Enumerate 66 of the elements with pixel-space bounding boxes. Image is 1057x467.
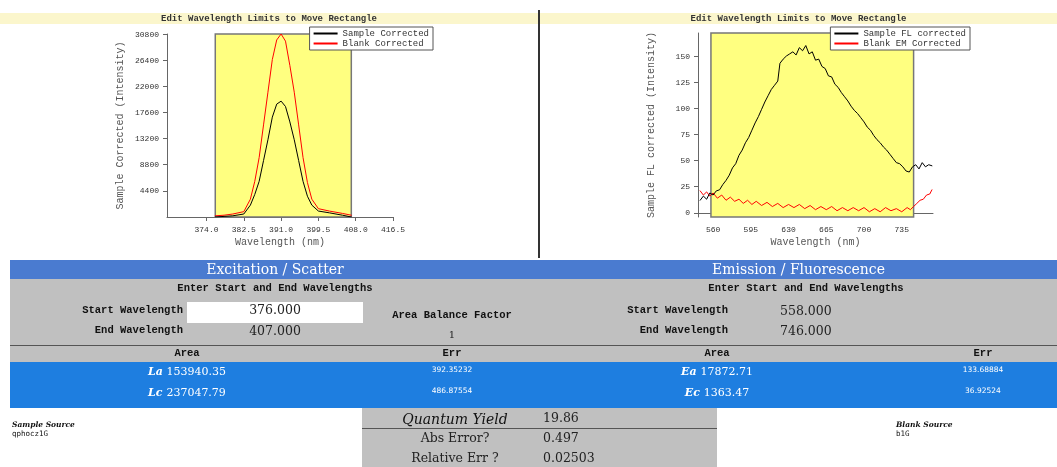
text: 407.000: [249, 323, 301, 338]
x-tick-label: 735: [894, 224, 910, 234]
x-axis-title: Wavelength (nm): [770, 237, 861, 249]
text: End Wavelength: [639, 324, 728, 336]
x-tick-label: 399.5: [306, 224, 331, 234]
text: Quantum Yield: [402, 411, 508, 427]
line-series: [214, 100, 352, 218]
text: 746.000: [780, 323, 832, 338]
x-tick-label: 700: [856, 224, 872, 234]
text: Ec 1363.47: [684, 386, 750, 399]
y-axis-title: Sample Corrected (Intensity): [114, 41, 126, 210]
text: Err: [442, 347, 462, 359]
text: Start Wavelength: [82, 304, 183, 316]
text: 1: [448, 329, 456, 340]
text: Enter Start and End Wavelengths: [177, 282, 373, 294]
x-tick-label: 374.0: [194, 224, 219, 234]
y-axis-title: Sample FL corrected (Intensity): [645, 31, 657, 219]
text: Area: [174, 347, 200, 359]
text: Relative Err ?: [411, 450, 499, 465]
chart-title: Edit Wavelength Limits to Move Rectangle: [160, 13, 378, 24]
legend-label: Blank EM Corrected: [863, 38, 961, 49]
x-tick-label: 382.5: [231, 224, 256, 234]
text: Enter Start and End Wavelengths: [708, 282, 904, 294]
y-tick-label: 13200: [134, 134, 160, 144]
text: Start Wavelength: [627, 304, 728, 316]
text: End Wavelength: [94, 324, 183, 336]
y-tick-label: 25: [680, 182, 691, 192]
text: Err: [973, 347, 993, 359]
x-tick-label: 630: [781, 224, 796, 234]
x-tick-label: 391.0: [269, 224, 294, 234]
line-series: [699, 45, 933, 201]
text: 0.497: [543, 430, 579, 445]
x-tick-label: 595: [743, 224, 759, 234]
y-tick-label: 75: [680, 129, 691, 139]
x-tick-label: 665: [819, 224, 834, 234]
text: Abs Error?: [420, 430, 490, 445]
y-tick-label: 100: [675, 103, 691, 113]
y-tick-label: 50: [680, 156, 691, 166]
y-tick-label: 0: [685, 208, 691, 218]
y-tick-label: 17600: [134, 107, 160, 117]
text: La 153940.35: [147, 365, 227, 378]
x-tick-label: 408.0: [343, 224, 368, 234]
y-tick-label: 8800: [139, 160, 160, 170]
legend-label: Sample FL corrected: [863, 28, 967, 39]
y-tick-label: 4400: [139, 186, 160, 196]
text: Lc 237047.79: [148, 386, 226, 399]
y-tick-label: 22000: [134, 81, 160, 91]
text: Emission / Fluorescence: [540, 261, 1057, 277]
y-tick-label: 125: [675, 77, 691, 87]
y-tick-label: 150: [675, 51, 691, 61]
text: 376.000: [249, 302, 301, 317]
text: Area Balance Factor: [392, 309, 512, 321]
text: 558.000: [780, 303, 832, 318]
y-tick-label: 26400: [134, 55, 160, 65]
text: Ea 17872.71: [681, 365, 753, 378]
chart-title: Edit Wavelength Limits to Move Rectangle: [690, 13, 907, 24]
text: Area: [704, 347, 730, 359]
legend-label: Sample Corrected: [342, 28, 430, 39]
x-tick-label: 416.5: [380, 224, 406, 234]
text: 19.86: [543, 410, 579, 425]
x-axis-title: Wavelength (nm): [234, 237, 326, 249]
x-tick-label: 560: [705, 224, 721, 234]
text: 0.02503: [543, 450, 595, 465]
legend-label: Blank Corrected: [342, 38, 424, 49]
text: Excitation / Scatter: [10, 261, 540, 277]
y-tick-label: 30800: [134, 29, 160, 39]
